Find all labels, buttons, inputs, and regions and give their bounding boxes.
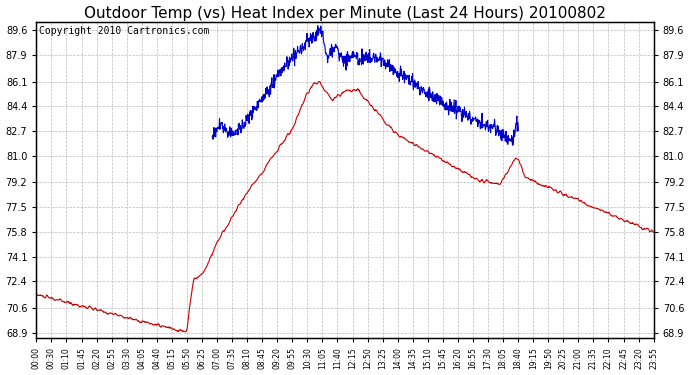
Text: Copyright 2010 Cartronics.com: Copyright 2010 Cartronics.com xyxy=(39,27,210,36)
Title: Outdoor Temp (vs) Heat Index per Minute (Last 24 Hours) 20100802: Outdoor Temp (vs) Heat Index per Minute … xyxy=(84,6,606,21)
